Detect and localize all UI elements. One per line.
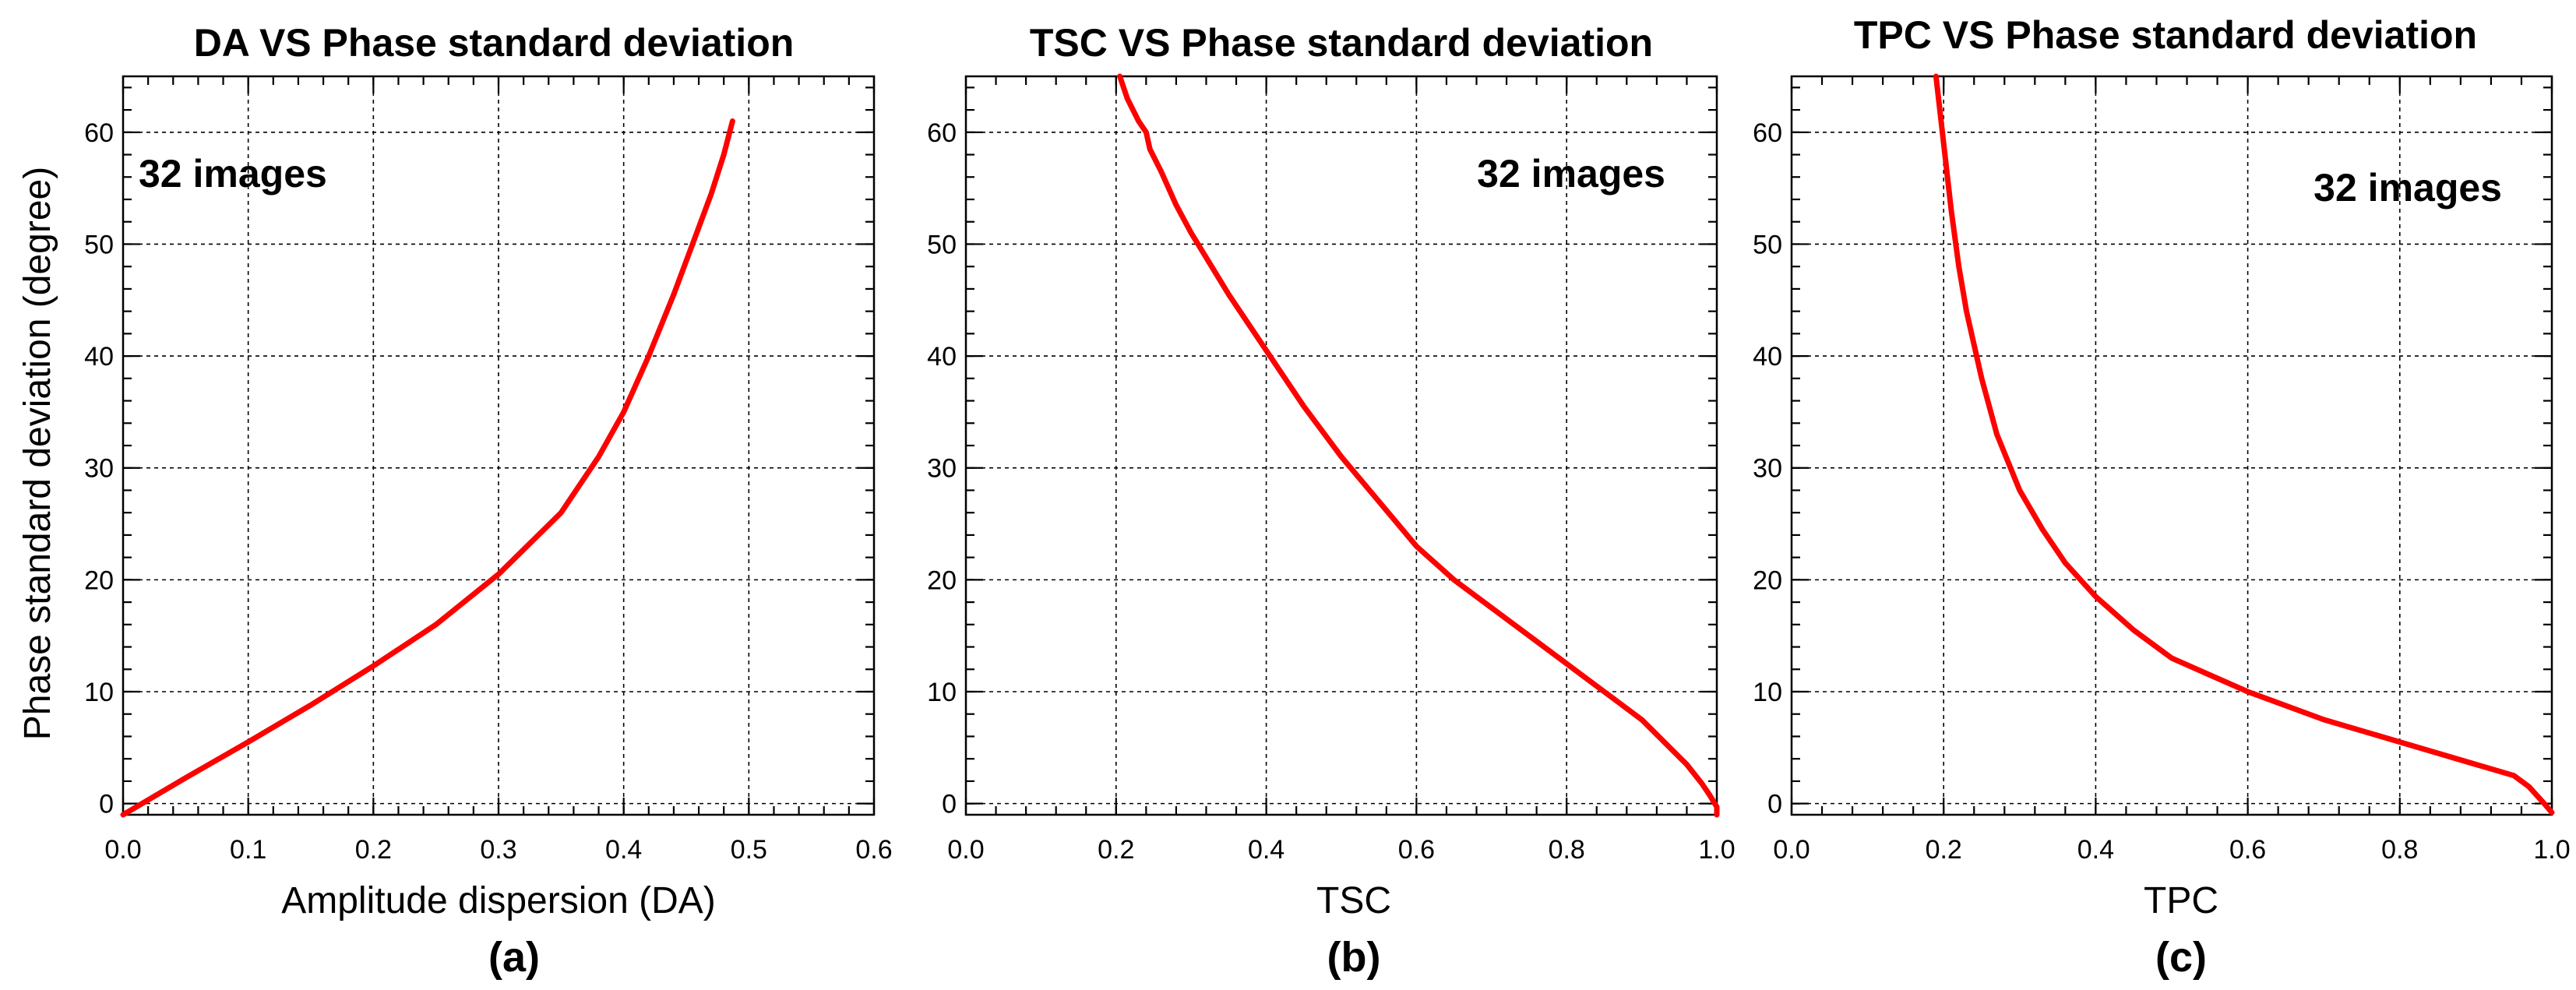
y-tick-label: 20 — [1753, 565, 1782, 595]
panel-c: TPC VS Phase standard deviation 0.0 0.2 0.… — [1753, 13, 2570, 981]
x-tick-label: 0.6 — [855, 835, 892, 865]
y-tick-label: 30 — [84, 454, 114, 484]
x-tick-label: 0.5 — [731, 835, 767, 865]
panel-label: (b) — [1327, 934, 1381, 981]
y-tick-label: 40 — [84, 342, 114, 372]
grid — [123, 76, 874, 815]
annotation-label: 32 images — [1477, 152, 1665, 196]
x-tick-label: 0.3 — [480, 835, 516, 865]
x-tick-label: 0.4 — [605, 835, 642, 865]
x-tick-label: 0.2 — [1926, 835, 1962, 865]
chart-title: TSC VS Phase standard deviation — [1030, 21, 1653, 65]
x-tick-label: 0.1 — [230, 835, 266, 865]
x-tick-label: 0.6 — [1398, 835, 1435, 865]
y-tick-label: 40 — [927, 342, 957, 372]
x-tick-label: 0.2 — [1098, 835, 1134, 865]
x-tick-label: 0.8 — [1549, 835, 1585, 865]
x-tick-label: 0.0 — [104, 835, 141, 865]
x-axis-label: Amplitude dispersion (DA) — [281, 880, 716, 921]
y-tick-label: 50 — [927, 230, 957, 259]
panel-a: DA VS Phase standard deviation 0.0 0.1 0.2… — [84, 21, 892, 981]
y-tick-label: 40 — [1753, 342, 1782, 372]
y-tick-label: 0 — [942, 790, 957, 819]
x-axis-label: TPC — [2144, 880, 2218, 921]
panel-b: TSC VS Phase standard deviation 0.0 0.2 0.… — [927, 21, 1735, 981]
x-axis-label: TSC — [1316, 880, 1391, 921]
y-tick-label: 10 — [1753, 678, 1782, 707]
y-tick-label: 20 — [84, 565, 114, 595]
x-tick-label: 0.0 — [947, 835, 984, 865]
axis-ticks — [964, 76, 1718, 815]
series-line — [1117, 73, 1720, 818]
y-tick-label: 30 — [927, 454, 957, 484]
annotation-label: 32 images — [2313, 166, 2502, 210]
x-tick-label: 0.2 — [355, 835, 392, 865]
y-tick-label: 60 — [1753, 118, 1782, 148]
series-line — [120, 118, 735, 818]
panel-label: (a) — [488, 934, 540, 981]
grid — [966, 76, 1717, 815]
plot-frame — [1790, 75, 2553, 816]
series-line — [1933, 73, 2555, 816]
y-tick-label: 0 — [1767, 790, 1782, 819]
x-tick-label: 1.0 — [1698, 835, 1735, 865]
y-tick-label: 10 — [927, 678, 957, 707]
tick-labels: 0.0 0.2 0.4 0.6 0.8 1.0 0 10 20 30 40 50 60 — [927, 118, 1735, 865]
y-tick-label: 60 — [84, 118, 114, 148]
tick-labels: 0.0 0.1 0.2 0.3 0.4 0.5 0.6 0 10 20 30 40 50 60 — [84, 118, 892, 865]
grid — [1792, 76, 2552, 815]
y-tick-label: 50 — [84, 230, 114, 259]
y-tick-label: 50 — [1753, 230, 1782, 259]
chart-title: DA VS Phase standard deviation — [194, 21, 795, 65]
y-tick-label: 0 — [99, 790, 114, 819]
plot-frame — [964, 75, 1718, 816]
panel-label: (c) — [2155, 934, 2207, 981]
x-tick-label: 0.0 — [1773, 835, 1810, 865]
x-tick-label: 1.0 — [2533, 835, 2570, 865]
x-tick-label: 0.8 — [2381, 835, 2418, 865]
tick-labels: 0.0 0.2 0.4 0.6 0.8 1.0 0 10 20 30 40 50 60 — [1753, 118, 2570, 865]
y-axis-label: Phase standard deviation (degree) — [17, 167, 58, 740]
y-tick-label: 20 — [927, 565, 957, 595]
plot-frame — [122, 75, 876, 816]
chart-title: TPC VS Phase standard deviation — [1854, 13, 2477, 57]
x-tick-label: 0.4 — [2077, 835, 2114, 865]
y-tick-label: 30 — [1753, 454, 1782, 484]
y-tick-label: 60 — [927, 118, 957, 148]
annotation-label: 32 images — [139, 152, 327, 196]
x-tick-label: 0.4 — [1248, 835, 1284, 865]
x-tick-label: 0.6 — [2229, 835, 2266, 865]
y-tick-label: 10 — [84, 678, 114, 707]
